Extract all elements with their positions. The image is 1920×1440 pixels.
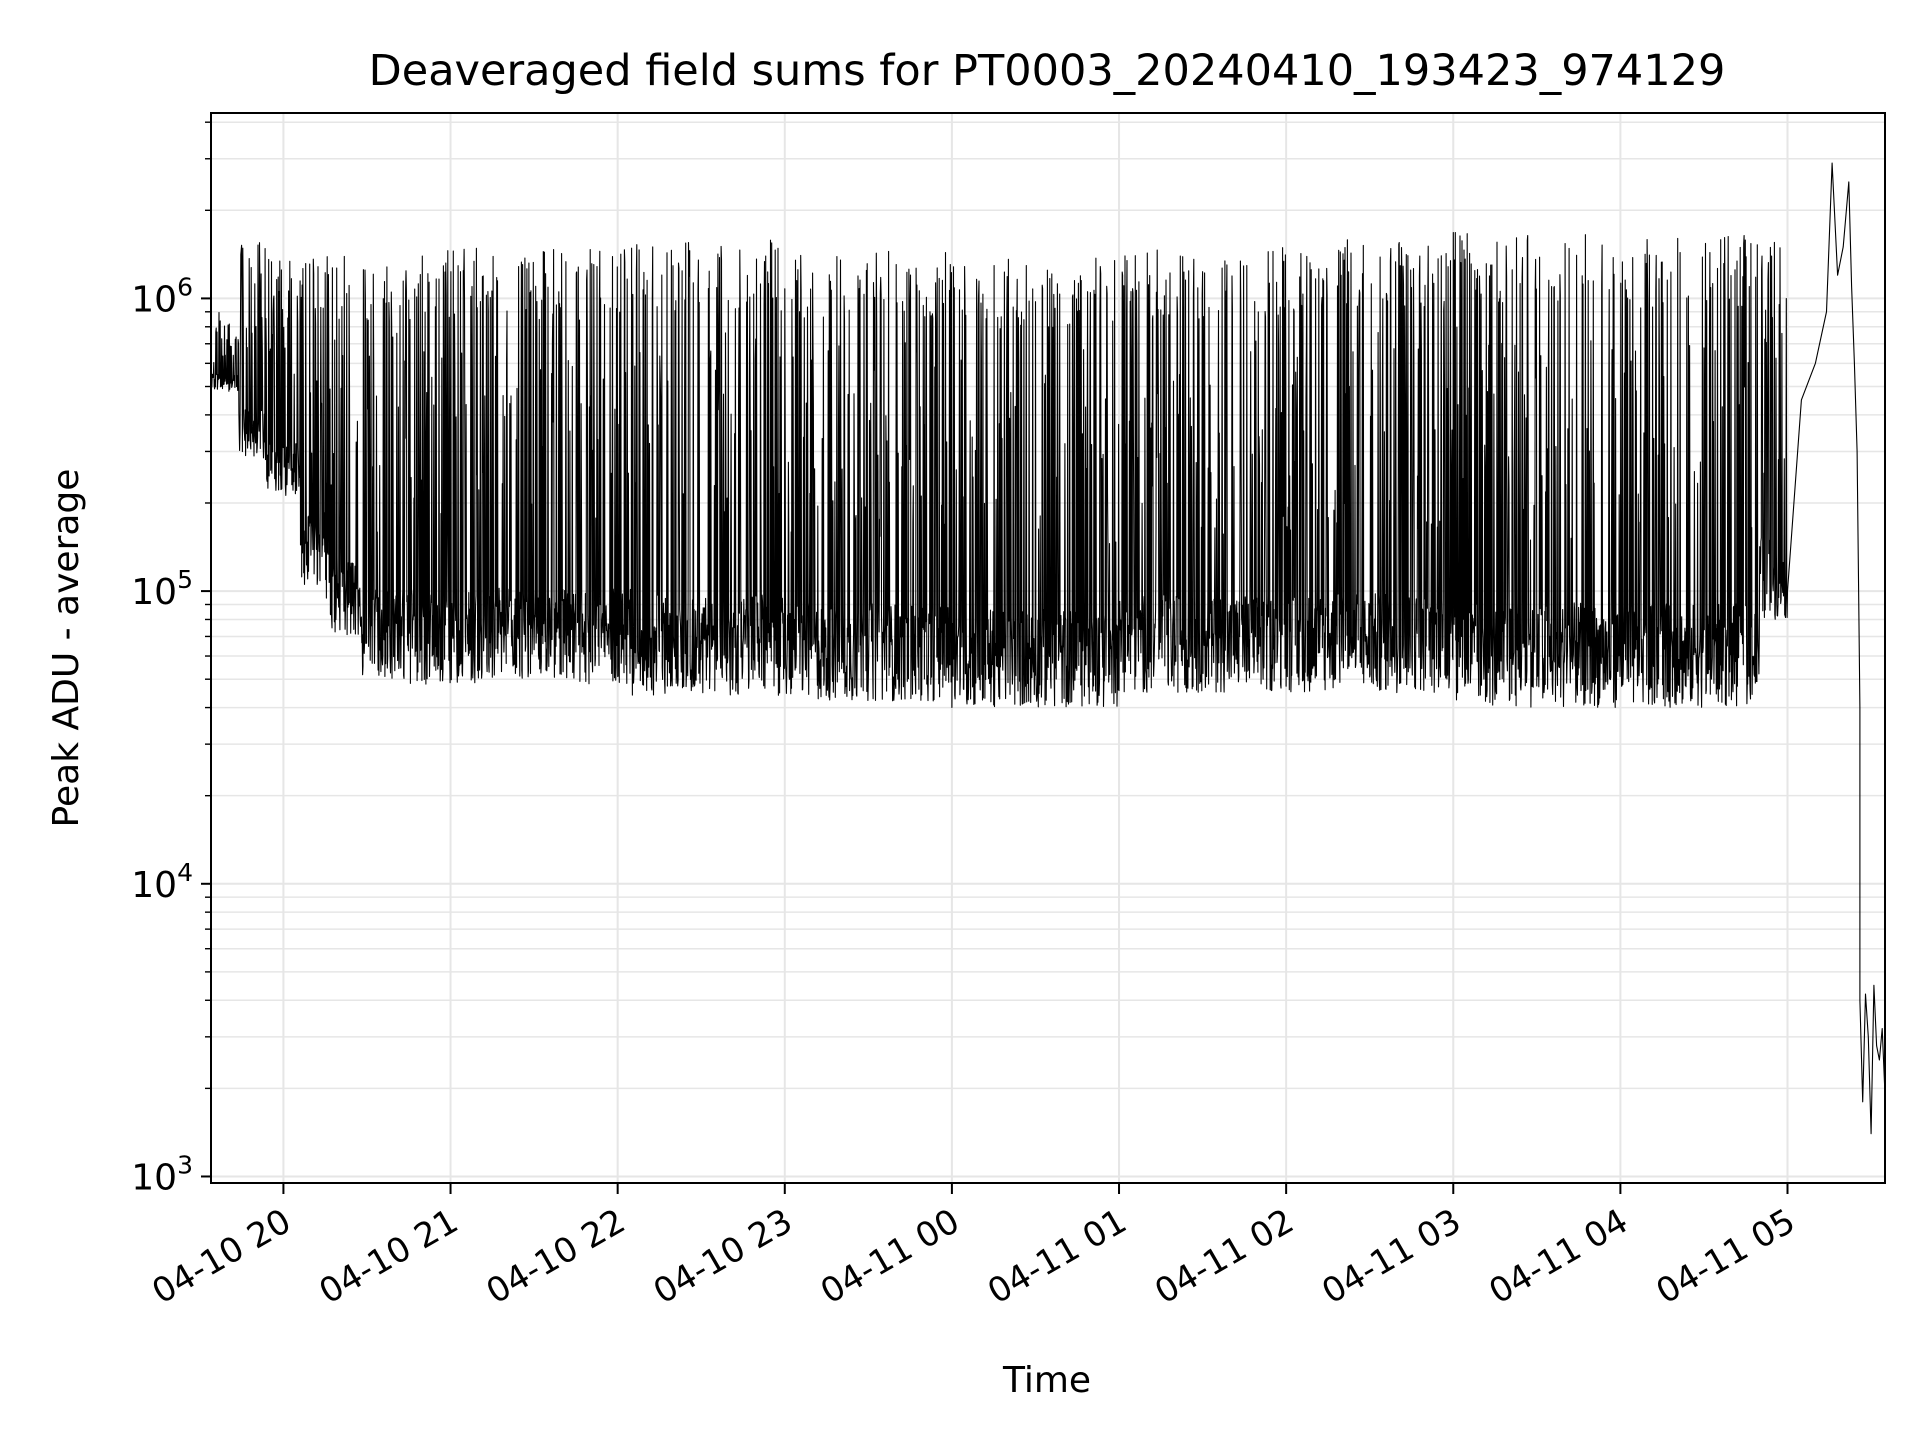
chart-title: Deaveraged field sums for PT0003_2024041…: [369, 46, 1726, 96]
plot-area: [210, 162, 1886, 1135]
plot-frame: [210, 112, 1886, 1184]
series-line: [210, 162, 1886, 1135]
y-tick-label: 106: [131, 272, 193, 320]
x-axis-label: Time: [1002, 1360, 1091, 1401]
y-axis-label: Peak ADU - average: [46, 469, 87, 828]
